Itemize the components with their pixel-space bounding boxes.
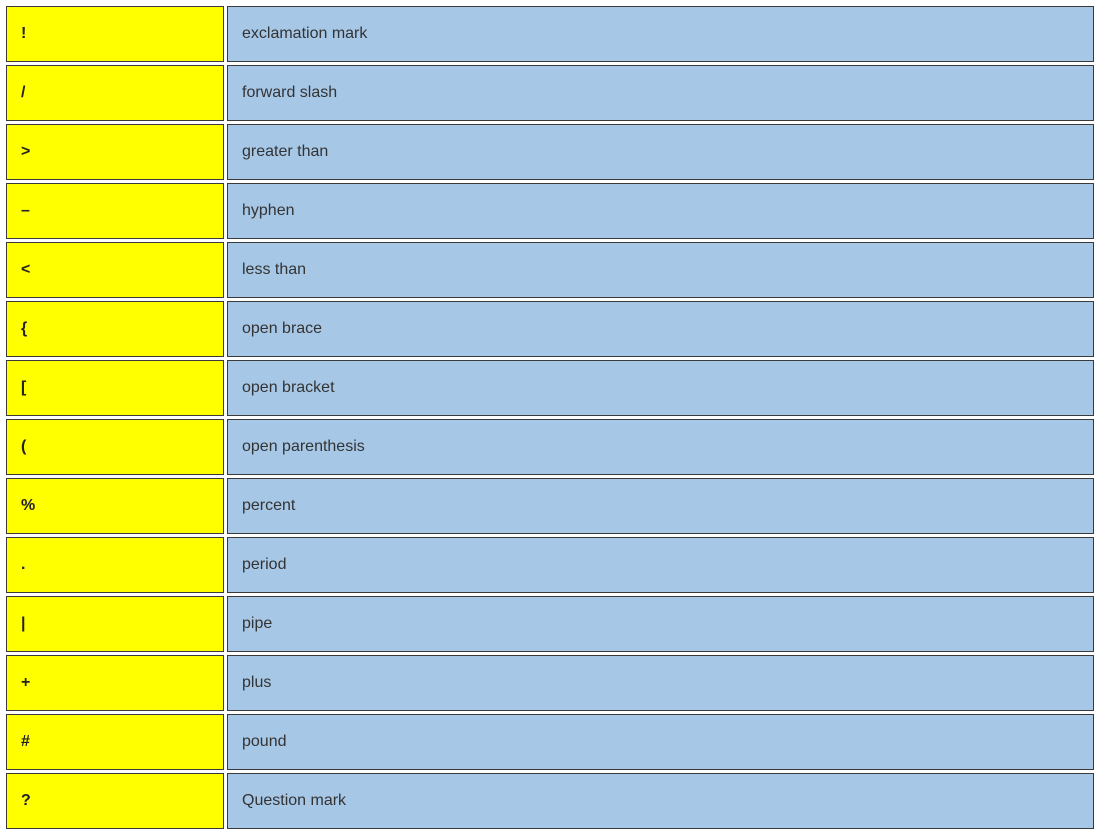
table-row: | pipe xyxy=(6,596,1094,652)
symbol-cell: + xyxy=(6,655,224,711)
table-row: ( open parenthesis xyxy=(6,419,1094,475)
description-cell: open parenthesis xyxy=(227,419,1094,475)
table-row: + plus xyxy=(6,655,1094,711)
table-row: ? Question mark xyxy=(6,773,1094,829)
description-cell: exclamation mark xyxy=(227,6,1094,62)
symbol-cell: # xyxy=(6,714,224,770)
table-row: [ open bracket xyxy=(6,360,1094,416)
symbol-cell: ( xyxy=(6,419,224,475)
symbol-cell: ! xyxy=(6,6,224,62)
table-row: % percent xyxy=(6,478,1094,534)
symbol-cell: { xyxy=(6,301,224,357)
table-row: > greater than xyxy=(6,124,1094,180)
table-row: / forward slash xyxy=(6,65,1094,121)
symbol-cell: . xyxy=(6,537,224,593)
description-cell: Question mark xyxy=(227,773,1094,829)
description-cell: period xyxy=(227,537,1094,593)
symbol-cell: < xyxy=(6,242,224,298)
symbol-cell: > xyxy=(6,124,224,180)
description-cell: percent xyxy=(227,478,1094,534)
description-cell: pipe xyxy=(227,596,1094,652)
table-row: – hyphen xyxy=(6,183,1094,239)
table-row: < less than xyxy=(6,242,1094,298)
table-row: . period xyxy=(6,537,1094,593)
description-cell: greater than xyxy=(227,124,1094,180)
description-cell: hyphen xyxy=(227,183,1094,239)
symbol-cell: ? xyxy=(6,773,224,829)
symbol-cell: / xyxy=(6,65,224,121)
table-row: # pound xyxy=(6,714,1094,770)
symbol-cell: | xyxy=(6,596,224,652)
description-cell: plus xyxy=(227,655,1094,711)
punctuation-table: ! exclamation mark / forward slash > gre… xyxy=(3,3,1097,832)
table-row: ! exclamation mark xyxy=(6,6,1094,62)
table-row: { open brace xyxy=(6,301,1094,357)
symbol-cell: [ xyxy=(6,360,224,416)
symbol-cell: – xyxy=(6,183,224,239)
description-cell: less than xyxy=(227,242,1094,298)
symbol-cell: % xyxy=(6,478,224,534)
description-cell: open brace xyxy=(227,301,1094,357)
description-cell: open bracket xyxy=(227,360,1094,416)
description-cell: forward slash xyxy=(227,65,1094,121)
punctuation-table-body: ! exclamation mark / forward slash > gre… xyxy=(6,6,1094,829)
description-cell: pound xyxy=(227,714,1094,770)
